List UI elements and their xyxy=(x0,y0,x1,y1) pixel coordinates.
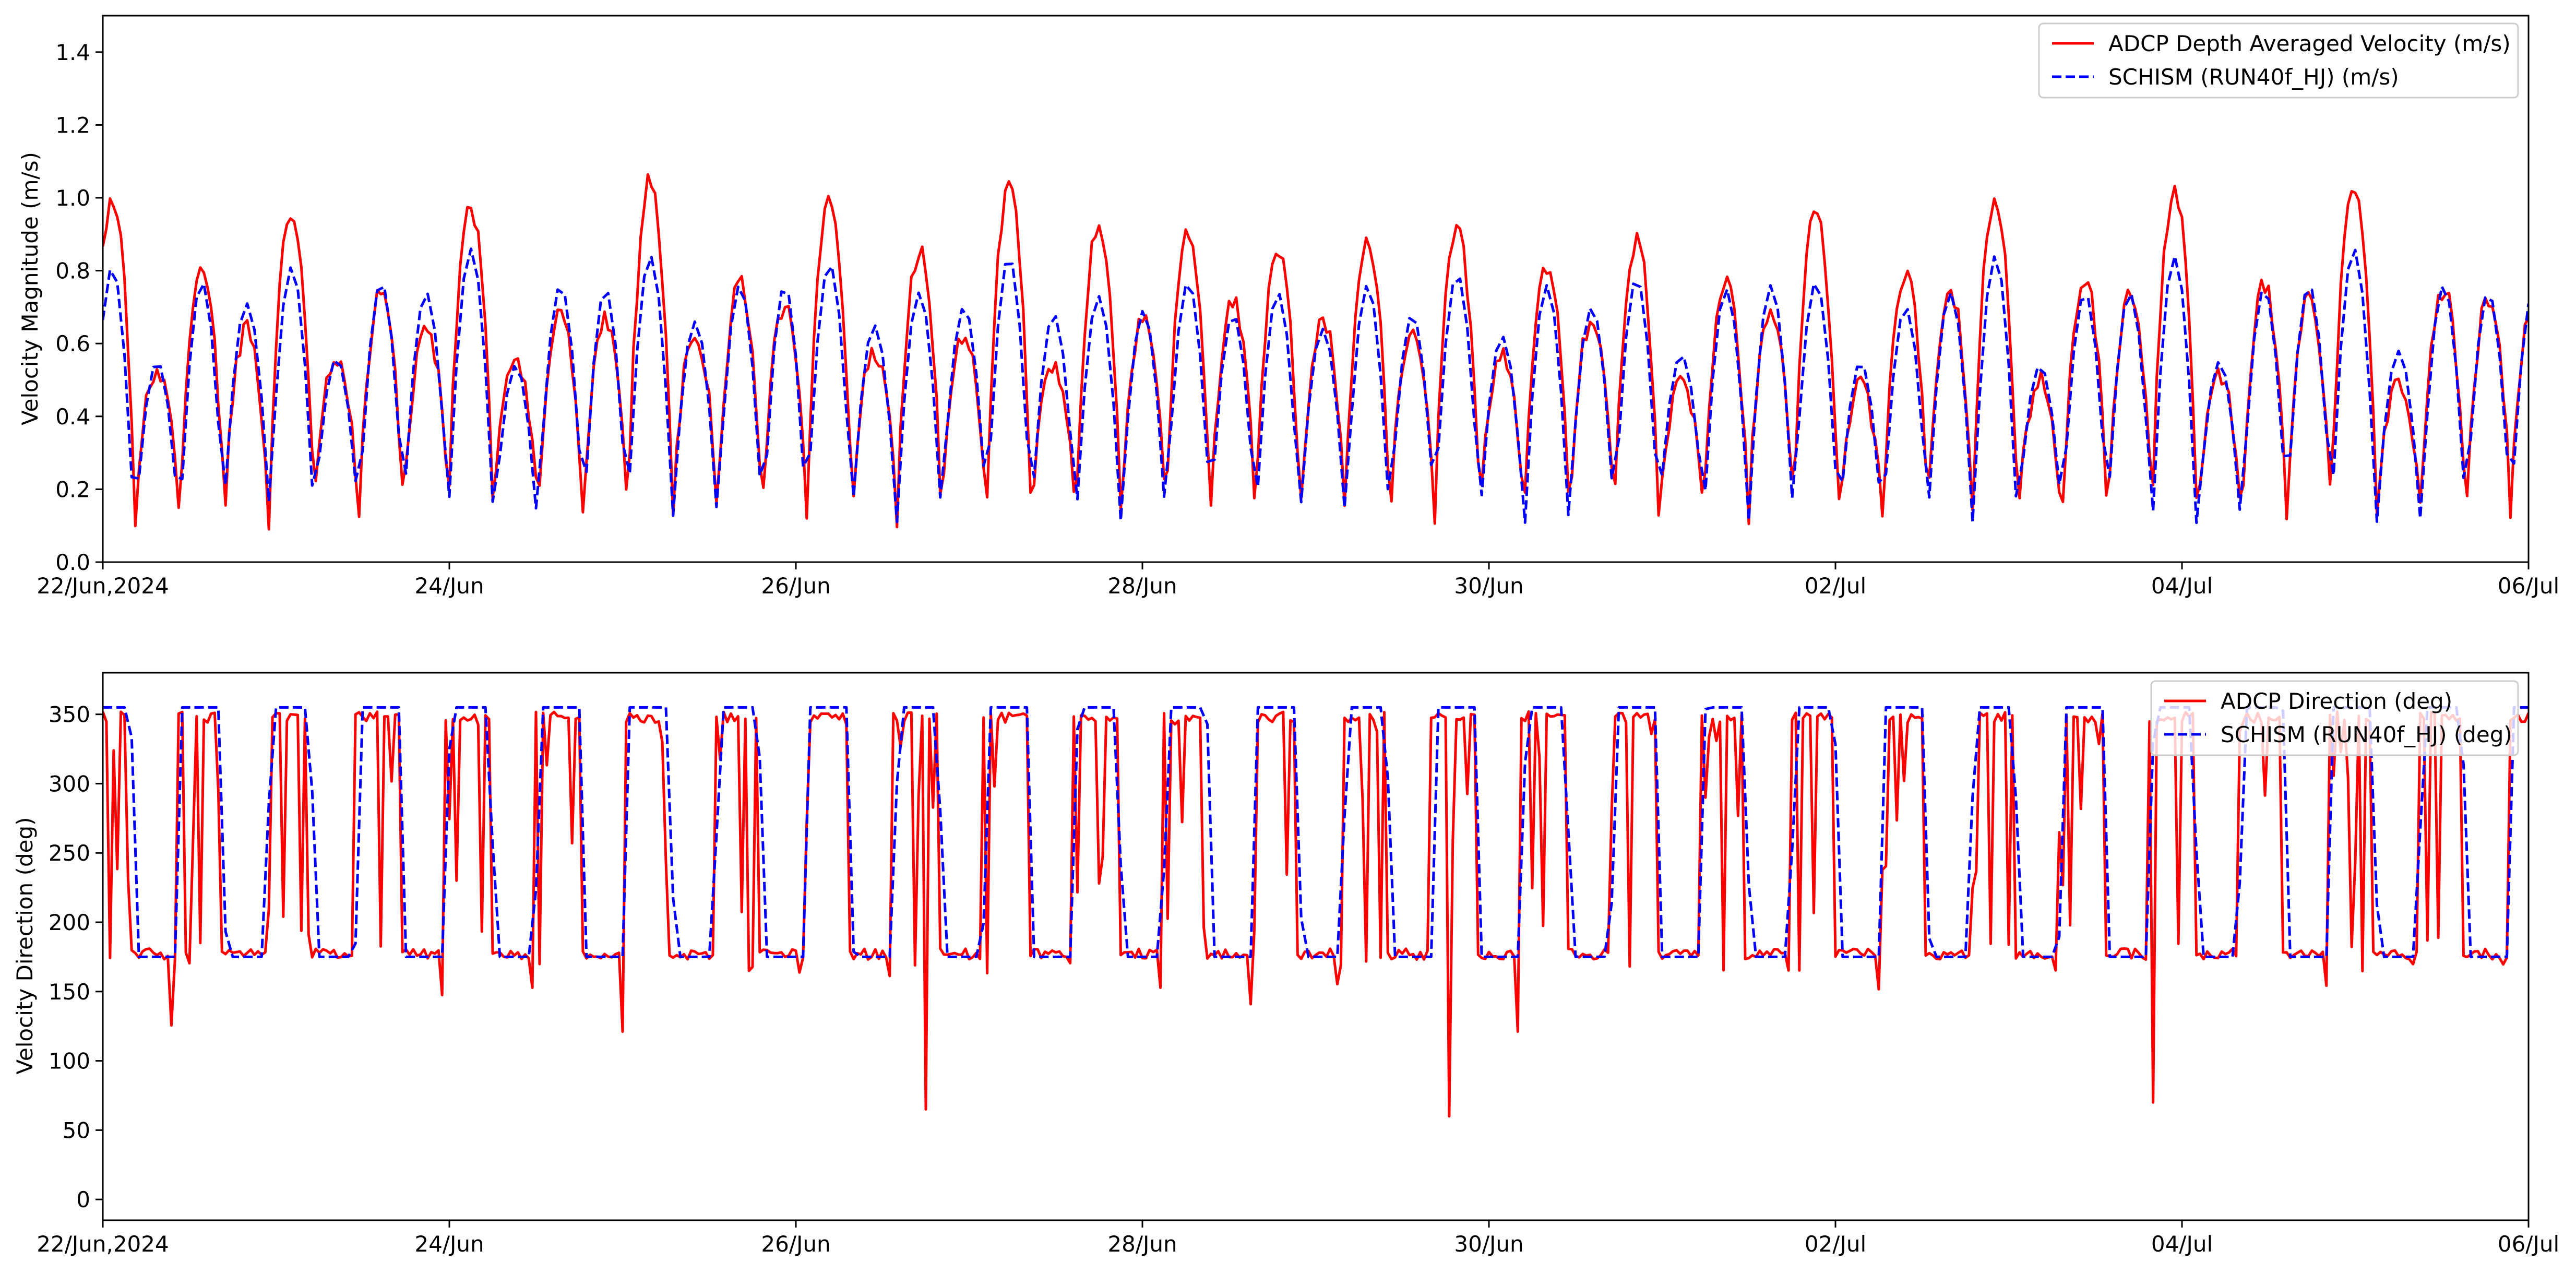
direction-y-tick-label: 50 xyxy=(63,1117,90,1143)
direction-y-ticks: 0 50 100 150 200 250 300 350 xyxy=(49,702,103,1212)
direction-x-tick-label: 04/Jul xyxy=(2151,1231,2213,1257)
velocity-y-tick-label: 0.6 xyxy=(55,331,90,356)
direction-y-tick-label: 250 xyxy=(49,840,90,866)
velocity-y-ticks: 0.0 0.2 0.4 0.6 0.8 1.0 1.2 1.4 xyxy=(55,40,103,575)
velocity-x-tick-label: 04/Jul xyxy=(2151,573,2213,599)
direction-legend-schism-label: SCHISM (RUN40f_HJ) (deg) xyxy=(2221,722,2512,747)
velocity-x-tick-label: 26/Jun xyxy=(761,573,830,599)
velocity-y-tick-label: 0.8 xyxy=(55,258,90,284)
direction-schism-series-line xyxy=(103,706,2529,958)
velocity-y-tick-label: 0.0 xyxy=(55,550,90,575)
velocity-schism-series-line xyxy=(103,247,2529,525)
direction-y-axis-label: Velocity Direction (deg) xyxy=(12,817,38,1074)
velocity-x-ticks: 22/Jun,2024 24/Jun 26/Jun 28/Jun 30/Jun 02/Ju… xyxy=(37,562,2559,599)
velocity-x-tick-label: 30/Jun xyxy=(1454,573,1523,599)
velocity-x-tick-label: 28/Jun xyxy=(1107,573,1177,599)
direction-x-tick-label: 26/Jun xyxy=(761,1231,830,1257)
velocity-y-tick-label: 0.4 xyxy=(55,404,90,430)
velocity-legend-schism-label: SCHISM (RUN40f_HJ) (m/s) xyxy=(2108,64,2399,90)
direction-x-tick-label: 02/Jul xyxy=(1805,1231,1866,1257)
velocity-y-tick-label: 0.2 xyxy=(55,477,90,502)
direction-y-tick-label: 0 xyxy=(76,1187,90,1212)
velocity-series-group xyxy=(103,173,2529,531)
velocity-x-tick-label: 06/Jul xyxy=(2498,573,2559,599)
direction-x-tick-label: 30/Jun xyxy=(1454,1231,1523,1257)
velocity-legend-box xyxy=(2038,22,2519,99)
velocity-x-tick-label: 02/Jul xyxy=(1805,573,1866,599)
direction-legend: ADCP Direction (deg) SCHISM (RUN40f_HJ) … xyxy=(2150,680,2519,756)
direction-y-tick-label: 350 xyxy=(49,702,90,728)
direction-x-tick-label: 22/Jun,2024 xyxy=(37,1231,169,1257)
velocity-legend-adcp-label: ADCP Depth Averaged Velocity (m/s) xyxy=(2108,31,2511,56)
direction-y-tick-label: 300 xyxy=(49,771,90,796)
velocity-y-tick-label: 1.0 xyxy=(55,185,90,211)
direction-x-tick-label: 06/Jul xyxy=(2498,1231,2559,1257)
direction-y-tick-label: 100 xyxy=(49,1049,90,1074)
direction-y-tick-label: 150 xyxy=(49,979,90,1005)
direction-series-group xyxy=(103,706,2529,1118)
velocity-y-tick-label: 1.4 xyxy=(55,40,90,65)
velocity-legend: ADCP Depth Averaged Velocity (m/s) SCHIS… xyxy=(2038,22,2519,99)
velocity-x-tick-label: 22/Jun,2024 xyxy=(37,573,169,599)
direction-x-tick-label: 24/Jun xyxy=(414,1231,484,1257)
direction-legend-box xyxy=(2150,680,2519,756)
velocity-y-axis-label: Velocity Magnitude (m/s) xyxy=(17,152,43,425)
velocity-magnitude-panel: 0.0 0.2 0.4 0.6 0.8 1.0 1.2 1.4 22/Jun,2024 24/J… xyxy=(17,15,2559,599)
direction-x-ticks: 22/Jun,2024 24/Jun 26/Jun 28/Jun 30/Jun 02/Ju… xyxy=(37,1220,2559,1257)
direction-legend-adcp-label: ADCP Direction (deg) xyxy=(2221,688,2452,714)
velocity-x-tick-label: 24/Jun xyxy=(414,573,484,599)
direction-axes-frame xyxy=(102,672,2530,1221)
direction-x-tick-label: 28/Jun xyxy=(1107,1231,1177,1257)
velocity-y-tick-label: 1.2 xyxy=(55,112,90,138)
velocity-axes-frame xyxy=(102,15,2530,563)
direction-y-tick-label: 200 xyxy=(49,910,90,935)
